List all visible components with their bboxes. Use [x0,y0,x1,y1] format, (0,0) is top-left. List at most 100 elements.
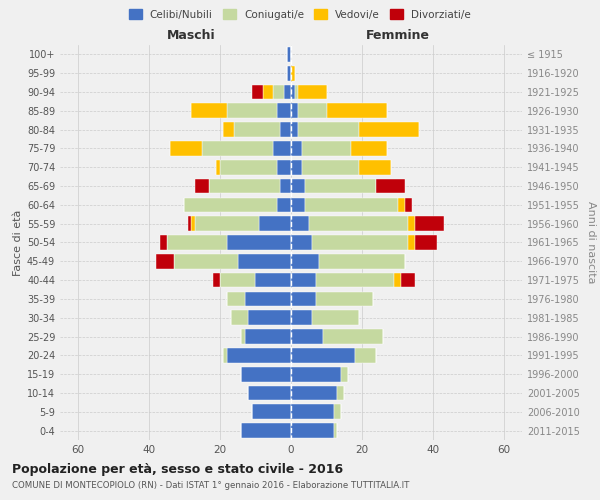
Bar [245,292,291,306]
Bar [230,310,248,325]
Bar [220,160,277,174]
Bar [227,104,277,118]
Bar [405,198,412,212]
Bar [280,122,291,137]
Bar [256,273,291,287]
Bar [309,216,408,231]
Bar [291,310,313,325]
Bar [227,348,291,362]
Bar [359,160,391,174]
Y-axis label: Anni di nascita: Anni di nascita [586,201,596,284]
Bar [291,424,334,438]
Bar [241,367,291,382]
Bar [291,198,305,212]
Bar [287,66,291,80]
Bar [295,84,298,100]
Bar [291,141,302,156]
Bar [195,178,209,194]
Bar [291,386,337,400]
Bar [291,329,323,344]
Bar [227,292,245,306]
Bar [415,235,437,250]
Bar [284,84,291,100]
Bar [217,160,220,174]
Bar [323,329,383,344]
Bar [248,386,291,400]
Bar [291,160,302,174]
Bar [160,235,167,250]
Bar [167,235,227,250]
Bar [252,84,263,100]
Bar [291,348,355,362]
Bar [376,178,405,194]
Bar [263,84,273,100]
Bar [298,104,326,118]
Bar [291,122,298,137]
Bar [291,104,298,118]
Bar [319,254,405,268]
Bar [277,198,291,212]
Text: Femmine: Femmine [365,29,430,42]
Bar [313,235,408,250]
Bar [305,198,398,212]
Bar [191,104,227,118]
Bar [202,141,273,156]
Bar [291,66,295,80]
Text: Maschi: Maschi [167,29,216,42]
Bar [408,235,415,250]
Bar [195,216,259,231]
Bar [223,122,234,137]
Bar [188,216,191,231]
Bar [248,310,291,325]
Bar [298,84,326,100]
Bar [223,348,227,362]
Legend: Celibi/Nubili, Coniugati/e, Vedovi/e, Divorziati/e: Celibi/Nubili, Coniugati/e, Vedovi/e, Di… [125,5,475,24]
Bar [359,122,419,137]
Bar [273,84,284,100]
Bar [259,216,291,231]
Bar [156,254,174,268]
Bar [241,424,291,438]
Bar [341,367,348,382]
Bar [220,273,256,287]
Bar [334,404,341,419]
Bar [234,122,280,137]
Bar [291,178,305,194]
Bar [415,216,444,231]
Bar [352,141,387,156]
Bar [238,254,291,268]
Bar [277,104,291,118]
Y-axis label: Fasce di età: Fasce di età [13,210,23,276]
Bar [291,273,316,287]
Bar [174,254,238,268]
Bar [337,386,344,400]
Bar [326,104,387,118]
Bar [291,235,313,250]
Bar [394,273,401,287]
Bar [401,273,415,287]
Bar [316,292,373,306]
Bar [252,404,291,419]
Bar [209,178,280,194]
Bar [291,367,341,382]
Bar [277,160,291,174]
Bar [280,178,291,194]
Bar [313,310,359,325]
Bar [398,198,405,212]
Bar [291,84,295,100]
Bar [213,273,220,287]
Bar [184,198,277,212]
Bar [355,348,376,362]
Bar [316,273,394,287]
Bar [298,122,359,137]
Bar [408,216,415,231]
Bar [334,424,337,438]
Bar [291,404,334,419]
Bar [287,47,291,62]
Bar [191,216,195,231]
Bar [227,235,291,250]
Bar [291,254,319,268]
Text: COMUNE DI MONTECOPIOLO (RN) - Dati ISTAT 1° gennaio 2016 - Elaborazione TUTTITAL: COMUNE DI MONTECOPIOLO (RN) - Dati ISTAT… [12,481,409,490]
Bar [170,141,202,156]
Bar [273,141,291,156]
